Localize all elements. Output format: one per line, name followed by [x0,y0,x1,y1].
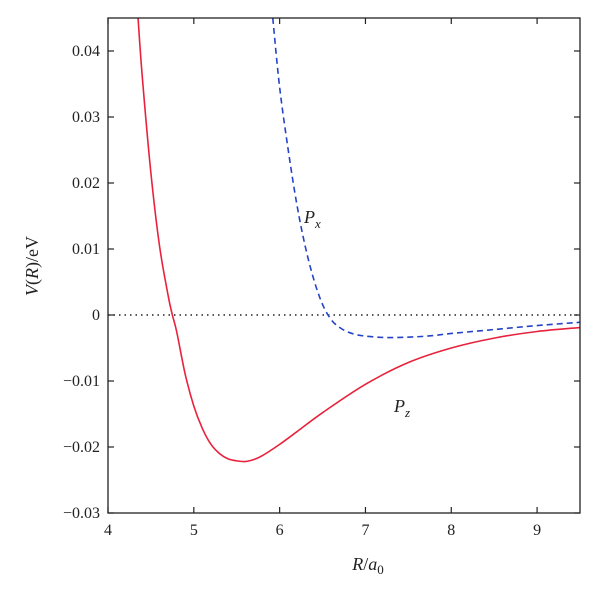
y-axis-title-unit: )/eV [22,236,43,268]
series-label-pz: Pz [393,396,410,420]
series-line-px [271,18,580,339]
series-label-pz-sub: z [404,405,410,420]
plot-frame [107,17,581,514]
y-tick-label: 0.01 [72,241,100,258]
y-axis-title-open: ( [22,279,43,285]
x-axis-title-sep: / [363,554,368,574]
y-axis-title: V(R)/eV [22,236,43,296]
y-tick-label: 0.03 [72,109,100,126]
x-tick-label: 4 [104,522,112,539]
x-axis-ticks: 4 5 6 7 8 9 [104,18,541,539]
x-tick-label: 6 [276,522,284,539]
series-label-px-sub: x [314,216,321,231]
x-tick-label: 7 [361,522,369,539]
y-tick-label: −0.02 [63,439,100,456]
y-axis-ticks: −0.03 −0.02 −0.01 0 0.01 0.02 0.03 0.04 [63,43,580,522]
y-tick-label: 0.04 [72,43,100,60]
series-label-px: Px [303,207,321,231]
x-axis-title-sym: a [368,554,377,574]
x-tick-label: 5 [190,522,198,539]
x-axis-title-sub: 0 [377,562,384,577]
plot-content [108,18,580,463]
y-tick-label: 0.02 [72,175,100,192]
y-tick-label: 0 [92,307,100,324]
y-axis-title-var: V [22,283,42,296]
series-label-px-main: P [303,207,315,227]
series-line-pz [137,18,580,463]
series-label-pz-main: P [393,396,405,416]
x-axis-title: R/a0 [351,554,384,577]
x-tick-label: 8 [447,522,455,539]
y-tick-label: −0.01 [63,373,100,390]
x-axis-title-var: R [351,554,363,574]
y-axis-title-arg: R [22,268,42,280]
x-tick-label: 9 [533,522,541,539]
y-tick-label: −0.03 [63,505,100,522]
